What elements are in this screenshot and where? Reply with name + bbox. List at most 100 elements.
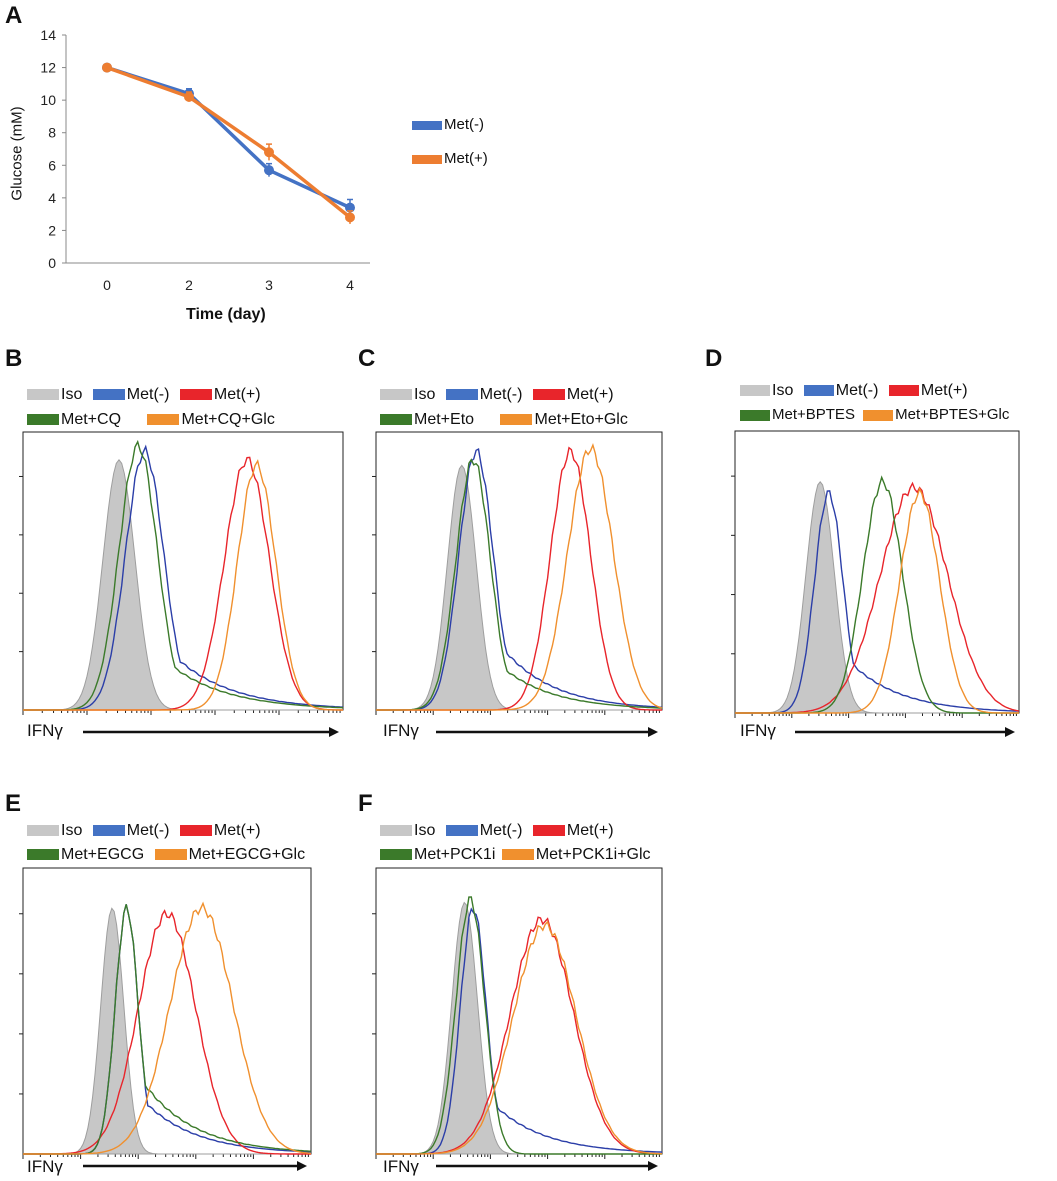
legend-c-met-plus: Met(+) xyxy=(566,386,614,403)
x-label-d: IFNγ xyxy=(740,721,776,740)
legend-f-row2: Met+PCK1i Met+PCK1i+Glc xyxy=(380,846,657,864)
panel-label-d: D xyxy=(705,345,723,372)
legend-label-met-minus: Met(-) xyxy=(444,116,484,133)
legend-c-met-minus: Met(-) xyxy=(479,386,523,403)
x-tick-label: 4 xyxy=(346,277,354,293)
data-point xyxy=(345,202,355,213)
histogram-Met(+) xyxy=(376,446,662,711)
x-tick-label: 0 xyxy=(103,277,111,293)
legend-e-met-plus: Met(+) xyxy=(213,822,261,839)
histogram-Met+CQ+Glc xyxy=(23,459,343,711)
histogram-Met+PCK1i xyxy=(376,896,662,1155)
legend-d-met-plus: Met(+) xyxy=(920,382,968,399)
x-label-f: IFNγ xyxy=(383,1157,419,1176)
histogram-Met(-) xyxy=(23,904,312,1155)
legend-f-met-minus: Met(-) xyxy=(479,822,523,839)
legend-d-met-minus: Met(-) xyxy=(835,382,879,399)
histogram-Met+BPTES xyxy=(735,475,1019,714)
x-axis-label: Time (day) xyxy=(186,306,266,323)
data-point xyxy=(102,62,112,73)
legend-e-row2: Met+EGCG Met+EGCG+Glc xyxy=(27,846,311,864)
panel-label-a: A xyxy=(5,2,23,29)
histogram-Iso xyxy=(376,901,662,1155)
y-tick-label: 14 xyxy=(40,27,56,43)
legend-d-orange: Met+BPTES+Glc xyxy=(895,406,1010,423)
legend-c-row1: Iso Met(-) Met(+) xyxy=(380,386,620,404)
legend-c-row2: Met+Eto Met+Eto+Glc xyxy=(380,411,634,429)
data-point xyxy=(345,212,355,223)
x-label-e: IFNγ xyxy=(27,1157,63,1176)
legend-b-green: Met+CQ xyxy=(61,411,122,428)
legend-f-row1: Iso Met(-) Met(+) xyxy=(380,822,620,840)
series-line-Met(+) xyxy=(106,65,352,219)
legend-c-green: Met+Eto xyxy=(414,411,475,428)
panel-label-c: C xyxy=(358,345,376,372)
legend-key-met-plus xyxy=(412,154,442,164)
legend-e-iso: Iso xyxy=(61,822,83,839)
y-tick-label: 2 xyxy=(48,222,56,238)
plot-frame xyxy=(375,867,663,1155)
legend-e-green: Met+EGCG xyxy=(61,846,145,863)
histogram-Met+CQ xyxy=(23,439,344,711)
legend-met-minus: Met(-) xyxy=(412,116,484,133)
histogram-Met+EGCG+Glc xyxy=(23,901,312,1155)
legend-d-green: Met+BPTES xyxy=(772,406,855,423)
legend-b-row2: Met+CQ Met+CQ+Glc xyxy=(27,411,281,429)
histogram-Met(-) xyxy=(735,490,1019,714)
data-point xyxy=(264,147,274,158)
legend-key-met-minus xyxy=(412,120,442,130)
legend-c-orange: Met+Eto+Glc xyxy=(534,411,628,428)
plot-frame xyxy=(22,431,344,711)
panel-label-b: B xyxy=(5,345,23,372)
legend-c-iso: Iso xyxy=(414,386,436,403)
histogram-Met(-) xyxy=(23,444,344,711)
y-tick-label: 8 xyxy=(48,125,56,141)
line-chart-glucose: 0 2 4 6 8 10 12 14 0 2 3 4 xyxy=(40,27,370,293)
x-label-b: IFNγ xyxy=(27,721,63,740)
y-tick-label: 0 xyxy=(48,255,56,271)
data-point xyxy=(184,91,194,102)
histogram-Met(-) xyxy=(376,907,663,1155)
legend-b-iso: Iso xyxy=(61,386,83,403)
y-tick-label: 4 xyxy=(48,190,56,206)
legend-met-plus: Met(+) xyxy=(412,150,488,167)
legend-b-row1: Iso Met(-) Met(+) xyxy=(27,386,267,404)
histogram-Iso xyxy=(23,907,311,1155)
plot-frame xyxy=(375,431,663,711)
legend-b-met-plus: Met(+) xyxy=(213,386,261,403)
histogram-Met+PCK1i+Glc xyxy=(376,920,663,1155)
legend-f-met-plus: Met(+) xyxy=(566,822,614,839)
histogram-Met(-) xyxy=(376,448,663,711)
y-tick-label: 12 xyxy=(40,60,56,76)
legend-d-row1: Iso Met(-) Met(+) xyxy=(740,382,974,400)
y-tick-label: 10 xyxy=(40,92,56,108)
histogram-Met+Eto+Glc xyxy=(376,442,663,711)
histogram-Met(+) xyxy=(23,456,343,711)
data-point xyxy=(264,165,274,176)
histogram-Met+Eto xyxy=(376,458,663,711)
plot-frame xyxy=(22,867,312,1155)
histogram-Met(+) xyxy=(23,909,311,1155)
histogram-Iso xyxy=(23,458,343,711)
legend-e-orange: Met+EGCG+Glc xyxy=(188,846,306,863)
axis-arrow-head xyxy=(1005,727,1015,737)
legend-d-iso: Iso xyxy=(772,382,794,399)
axis-arrow-head xyxy=(297,1161,307,1171)
x-label-c: IFNγ xyxy=(383,721,419,740)
legend-e-met-minus: Met(-) xyxy=(126,822,170,839)
legend-f-iso: Iso xyxy=(414,822,436,839)
legend-label-met-plus: Met(+) xyxy=(444,150,488,167)
axis-arrow-head xyxy=(648,1161,658,1171)
legend-b-met-minus: Met(-) xyxy=(126,386,170,403)
legend-e-row1: Iso Met(-) Met(+) xyxy=(27,822,267,840)
histogram-Met+EGCG xyxy=(23,904,312,1155)
axis-arrow-head xyxy=(329,727,339,737)
legend-f-orange: Met+PCK1i+Glc xyxy=(535,846,651,863)
legend-d-row2: Met+BPTES Met+BPTES+Glc xyxy=(740,406,1009,423)
panel-label-e: E xyxy=(5,790,22,817)
x-tick-label: 2 xyxy=(185,277,193,293)
axis-arrow-head xyxy=(648,727,658,737)
histogram-Met+BPTES+Glc xyxy=(735,486,1019,714)
histogram-Met(+) xyxy=(376,916,662,1155)
